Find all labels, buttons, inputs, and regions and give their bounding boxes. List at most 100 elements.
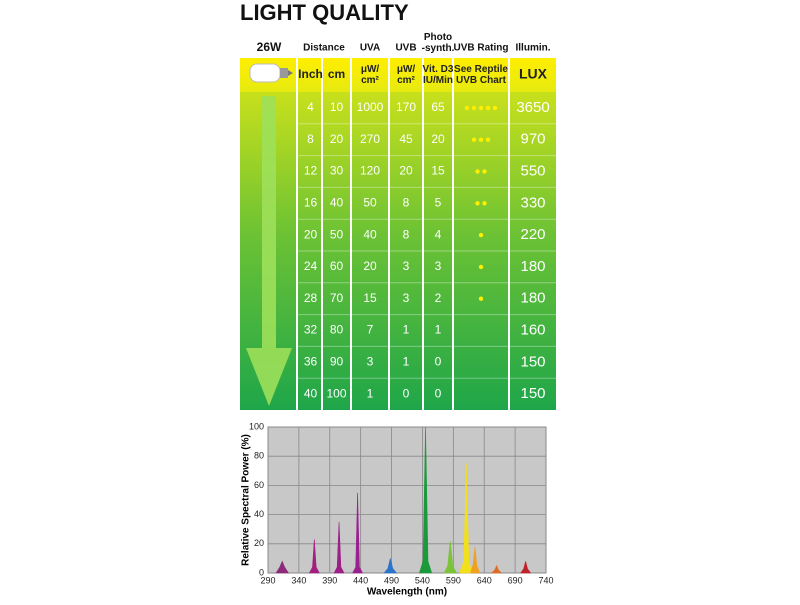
bulb-icon <box>249 63 293 83</box>
table-cell: 1 <box>367 386 374 400</box>
table-cell: 40 <box>363 227 377 241</box>
subheader-cell: Inch <box>298 67 323 81</box>
table-cell: 1 <box>435 323 442 337</box>
spectral-peak <box>443 540 457 574</box>
subheader-cell: cm <box>328 67 345 81</box>
table-cell: 90 <box>330 354 344 368</box>
table-cell: 270 <box>360 132 380 146</box>
x-tick-label: 590 <box>446 575 461 585</box>
table-cell: 2 <box>435 291 442 305</box>
table-cell: 40 <box>330 195 344 209</box>
x-tick-label: 540 <box>415 575 430 585</box>
table-cell: 3 <box>367 354 374 368</box>
rating-dot <box>471 137 477 142</box>
header-cell: UVB Rating <box>454 43 509 54</box>
table-cell: 1 <box>403 354 410 368</box>
header-cell: Photo <box>424 32 452 43</box>
table-cell: 50 <box>363 195 377 209</box>
spectral-peak <box>470 546 481 574</box>
spectral-peak <box>459 463 473 574</box>
table-cell: 10 <box>330 100 344 114</box>
spectral-peak <box>490 564 503 574</box>
distance-arrow <box>246 96 292 406</box>
table-cell: 20 <box>330 132 344 146</box>
x-tick-label: 440 <box>353 575 368 585</box>
subheader-cell: See Reptile <box>454 64 508 75</box>
table-cell: 36 <box>304 354 318 368</box>
table-body <box>240 92 556 410</box>
header-cell: Distance <box>303 43 345 54</box>
table-cell: 20 <box>399 164 413 178</box>
table-cell: 160 <box>520 321 545 338</box>
table-cell: 180 <box>520 290 545 307</box>
table-cell: 8 <box>403 227 410 241</box>
subheader-cell: Vit. D3 <box>423 64 454 75</box>
rating-dot <box>475 201 480 206</box>
rating-dot <box>478 264 484 270</box>
y-tick-label: 40 <box>254 509 264 519</box>
table-cell: 4 <box>435 227 442 241</box>
spectral-peak <box>383 558 398 574</box>
header-cell: UVA <box>360 43 380 54</box>
subheader-band <box>240 58 556 92</box>
x-tick-label: 690 <box>508 575 523 585</box>
x-tick-label: 390 <box>322 575 337 585</box>
x-tick-label: 290 <box>260 575 275 585</box>
table-cell: 7 <box>367 323 374 337</box>
table-cell: 1 <box>403 323 410 337</box>
subheader-cell: LUX <box>519 66 548 82</box>
spectral-peak <box>275 560 289 574</box>
rating-dot <box>478 232 484 238</box>
table-cell: 20 <box>431 132 445 146</box>
table-cell: 170 <box>396 100 416 114</box>
table-cell: 330 <box>520 194 545 211</box>
table-cell: 80 <box>330 323 344 337</box>
x-tick-label: 640 <box>477 575 492 585</box>
header-cell: UVB <box>395 43 416 54</box>
x-tick-label: 490 <box>384 575 399 585</box>
table-cell: 3 <box>403 291 410 305</box>
table-cell: 16 <box>304 195 318 209</box>
table-cell: 550 <box>520 162 545 179</box>
table-cell: 0 <box>435 386 442 400</box>
table-cell: 1000 <box>357 100 384 114</box>
subheader-cell: μW/ <box>397 64 416 75</box>
subheader-cell: cm² <box>361 75 379 86</box>
rating-dot <box>478 296 484 301</box>
x-tick-label: 740 <box>538 575 553 585</box>
table-cell: 0 <box>403 386 410 400</box>
table-cell: 20 <box>363 259 377 273</box>
table-cell: 3650 <box>516 99 549 116</box>
table-cell: 70 <box>330 291 344 305</box>
rating-dot <box>478 105 484 111</box>
x-axis-label: Wavelength (nm) <box>367 587 447 598</box>
table-cell: 150 <box>520 385 545 402</box>
header-cell: Illumin. <box>516 43 551 54</box>
rating-dot <box>485 137 491 142</box>
table-cell: 100 <box>326 386 346 400</box>
rating-dot <box>492 105 498 111</box>
table-cell: 220 <box>520 226 545 243</box>
rating-dot <box>475 169 480 174</box>
subheader-cell: μW/ <box>361 64 380 75</box>
table-cell: 150 <box>520 353 545 370</box>
y-tick-label: 80 <box>254 451 264 461</box>
spectral-peak <box>308 539 320 574</box>
spectral-peak <box>520 561 532 574</box>
table-cell: 120 <box>360 164 380 178</box>
rating-dot <box>482 201 487 206</box>
header-cell: 26W <box>257 40 282 54</box>
table-cell: 50 <box>330 227 344 241</box>
rating-dot <box>485 105 491 111</box>
table-cell: 65 <box>431 100 445 114</box>
table-cell: 20 <box>304 227 318 241</box>
subheader-cell: UVB Chart <box>456 75 507 86</box>
table-cell: 15 <box>363 291 377 305</box>
title: LIGHT QUALITY <box>240 0 409 25</box>
table-cell: 24 <box>304 259 318 273</box>
subheader-cell: cm² <box>397 75 415 86</box>
table-cell: 3 <box>403 259 410 273</box>
table-cell: 30 <box>330 164 344 178</box>
